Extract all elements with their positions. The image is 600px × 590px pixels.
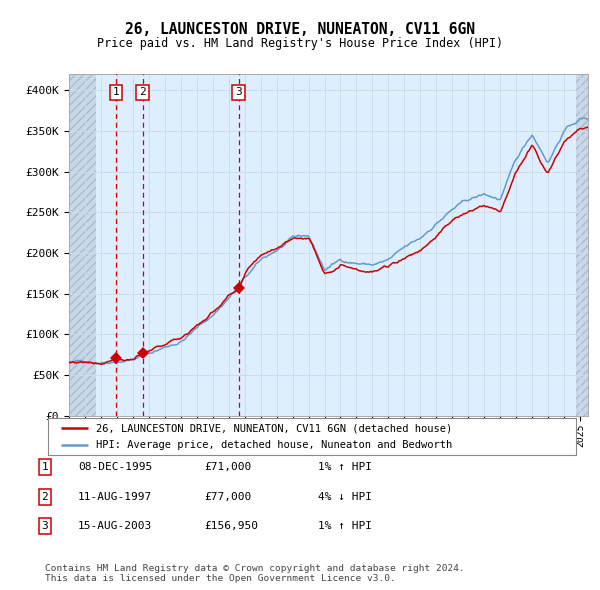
Text: 26, LAUNCESTON DRIVE, NUNEATON, CV11 6GN: 26, LAUNCESTON DRIVE, NUNEATON, CV11 6GN bbox=[125, 22, 475, 37]
Text: £77,000: £77,000 bbox=[204, 492, 251, 502]
Text: 26, LAUNCESTON DRIVE, NUNEATON, CV11 6GN (detached house): 26, LAUNCESTON DRIVE, NUNEATON, CV11 6GN… bbox=[95, 424, 452, 433]
Text: 1: 1 bbox=[41, 463, 49, 472]
Text: £71,000: £71,000 bbox=[204, 463, 251, 472]
Text: 11-AUG-1997: 11-AUG-1997 bbox=[78, 492, 152, 502]
Text: Price paid vs. HM Land Registry's House Price Index (HPI): Price paid vs. HM Land Registry's House … bbox=[97, 37, 503, 50]
Text: 4% ↓ HPI: 4% ↓ HPI bbox=[318, 492, 372, 502]
Text: HPI: Average price, detached house, Nuneaton and Bedworth: HPI: Average price, detached house, Nune… bbox=[95, 441, 452, 450]
Text: 2: 2 bbox=[41, 492, 49, 502]
Text: 3: 3 bbox=[235, 87, 242, 97]
Text: 1% ↑ HPI: 1% ↑ HPI bbox=[318, 522, 372, 531]
Text: 2: 2 bbox=[139, 87, 146, 97]
Text: 1% ↑ HPI: 1% ↑ HPI bbox=[318, 463, 372, 472]
Text: 08-DEC-1995: 08-DEC-1995 bbox=[78, 463, 152, 472]
Text: 1: 1 bbox=[112, 87, 119, 97]
Text: 15-AUG-2003: 15-AUG-2003 bbox=[78, 522, 152, 531]
Text: 3: 3 bbox=[41, 522, 49, 531]
Text: £156,950: £156,950 bbox=[204, 522, 258, 531]
Text: Contains HM Land Registry data © Crown copyright and database right 2024.
This d: Contains HM Land Registry data © Crown c… bbox=[45, 563, 465, 583]
